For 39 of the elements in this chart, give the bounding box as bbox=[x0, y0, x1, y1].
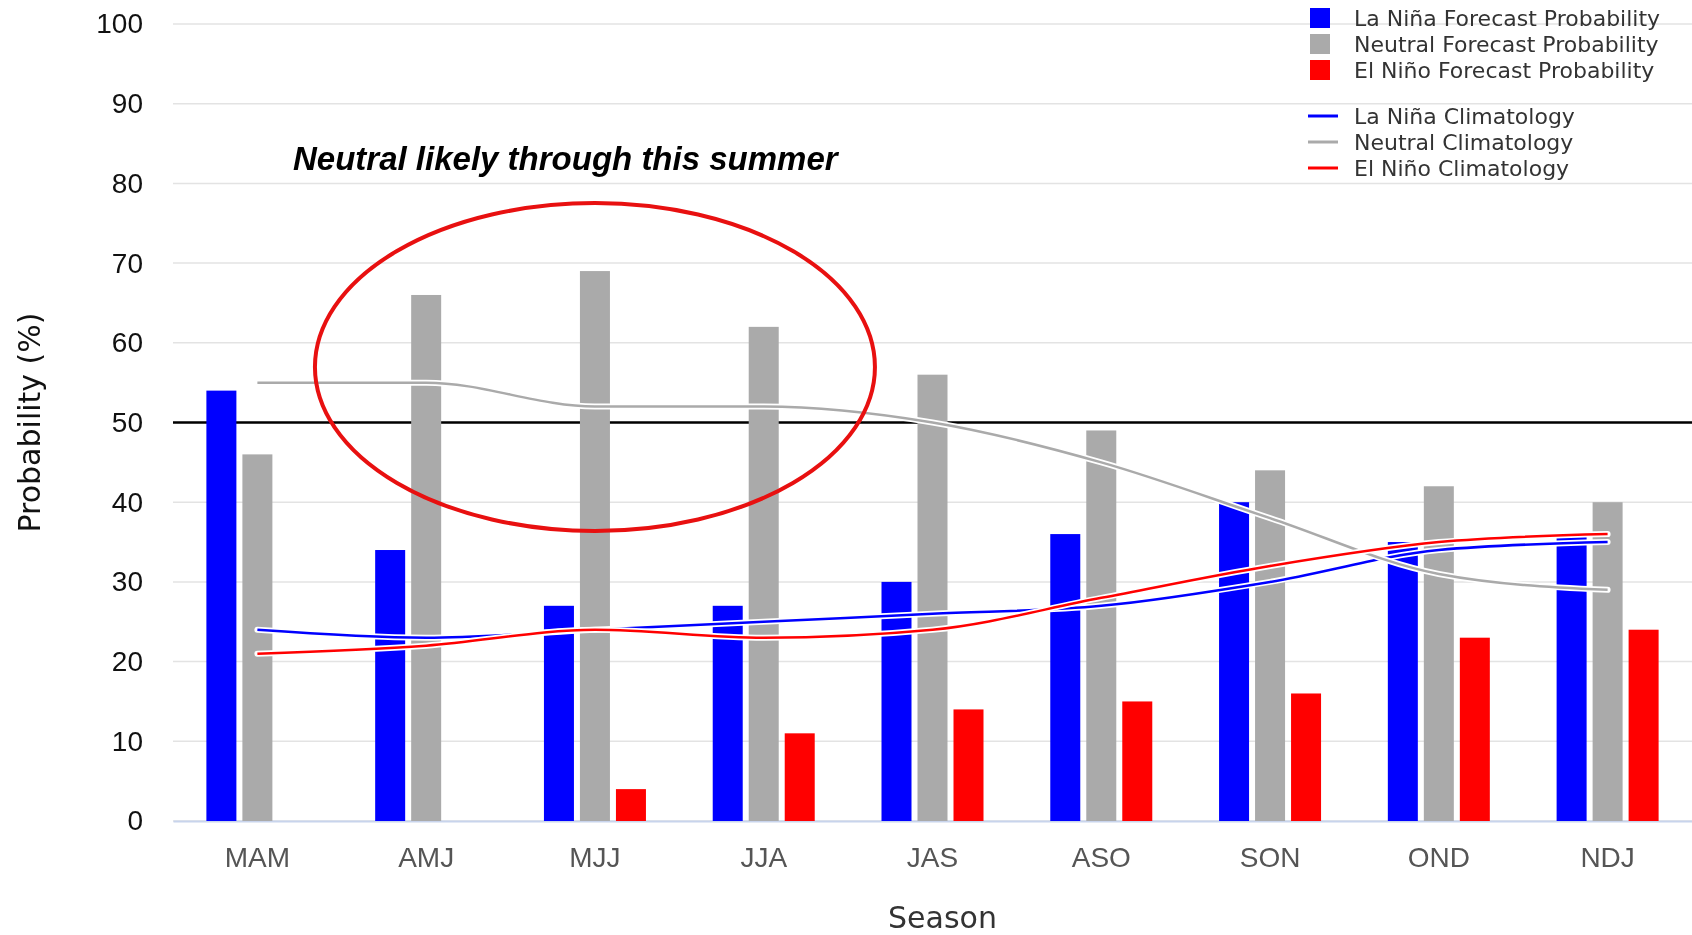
y-tick-label: 10 bbox=[111, 725, 143, 757]
bar bbox=[1628, 629, 1659, 821]
legend-label: Neutral Climatology bbox=[1354, 130, 1574, 155]
y-tick-label: 60 bbox=[111, 327, 143, 359]
legend-label: La Niña Forecast Probability bbox=[1354, 6, 1661, 31]
legend-label: El Niño Climatology bbox=[1354, 156, 1570, 181]
x-axis-title: Season bbox=[888, 900, 997, 935]
bar bbox=[615, 789, 646, 821]
legend-label: La Niña Climatology bbox=[1354, 104, 1575, 129]
x-tick-label: JJA bbox=[740, 841, 788, 873]
y-tick-label: 0 bbox=[127, 805, 143, 837]
bar bbox=[242, 454, 273, 821]
bar bbox=[543, 605, 574, 821]
bar bbox=[1122, 701, 1153, 821]
annotation: Neutral likely through this summer bbox=[293, 140, 840, 177]
x-tick-label: JAS bbox=[906, 841, 959, 873]
bar bbox=[206, 390, 237, 821]
y-tick-label: 90 bbox=[111, 88, 143, 120]
y-tick-label: 50 bbox=[111, 406, 143, 438]
legend-label: Neutral Forecast Probability bbox=[1354, 32, 1659, 57]
y-tick-label: 70 bbox=[111, 247, 143, 279]
y-tick-label: 40 bbox=[111, 486, 143, 518]
x-tick-label: AMJ bbox=[398, 841, 455, 873]
x-tick-label: MAM bbox=[224, 841, 291, 873]
y-tick-label: 100 bbox=[96, 8, 143, 40]
x-tick-label: ASO bbox=[1071, 841, 1131, 873]
x-tick-label: SON bbox=[1239, 841, 1301, 873]
bar bbox=[1291, 693, 1322, 821]
x-tick-label: MJJ bbox=[569, 841, 621, 873]
x-tick-label: NDJ bbox=[1580, 841, 1635, 873]
y-tick-label: 30 bbox=[111, 566, 143, 598]
y-axis-title: Probability (%) bbox=[12, 312, 47, 533]
bar bbox=[1459, 637, 1490, 821]
x-tick-label: OND bbox=[1407, 841, 1470, 873]
legend-label: El Niño Forecast Probability bbox=[1354, 58, 1655, 83]
bar bbox=[784, 733, 815, 821]
y-tick-label: 20 bbox=[111, 646, 143, 678]
bar bbox=[953, 709, 984, 821]
y-tick-label: 80 bbox=[111, 167, 143, 199]
